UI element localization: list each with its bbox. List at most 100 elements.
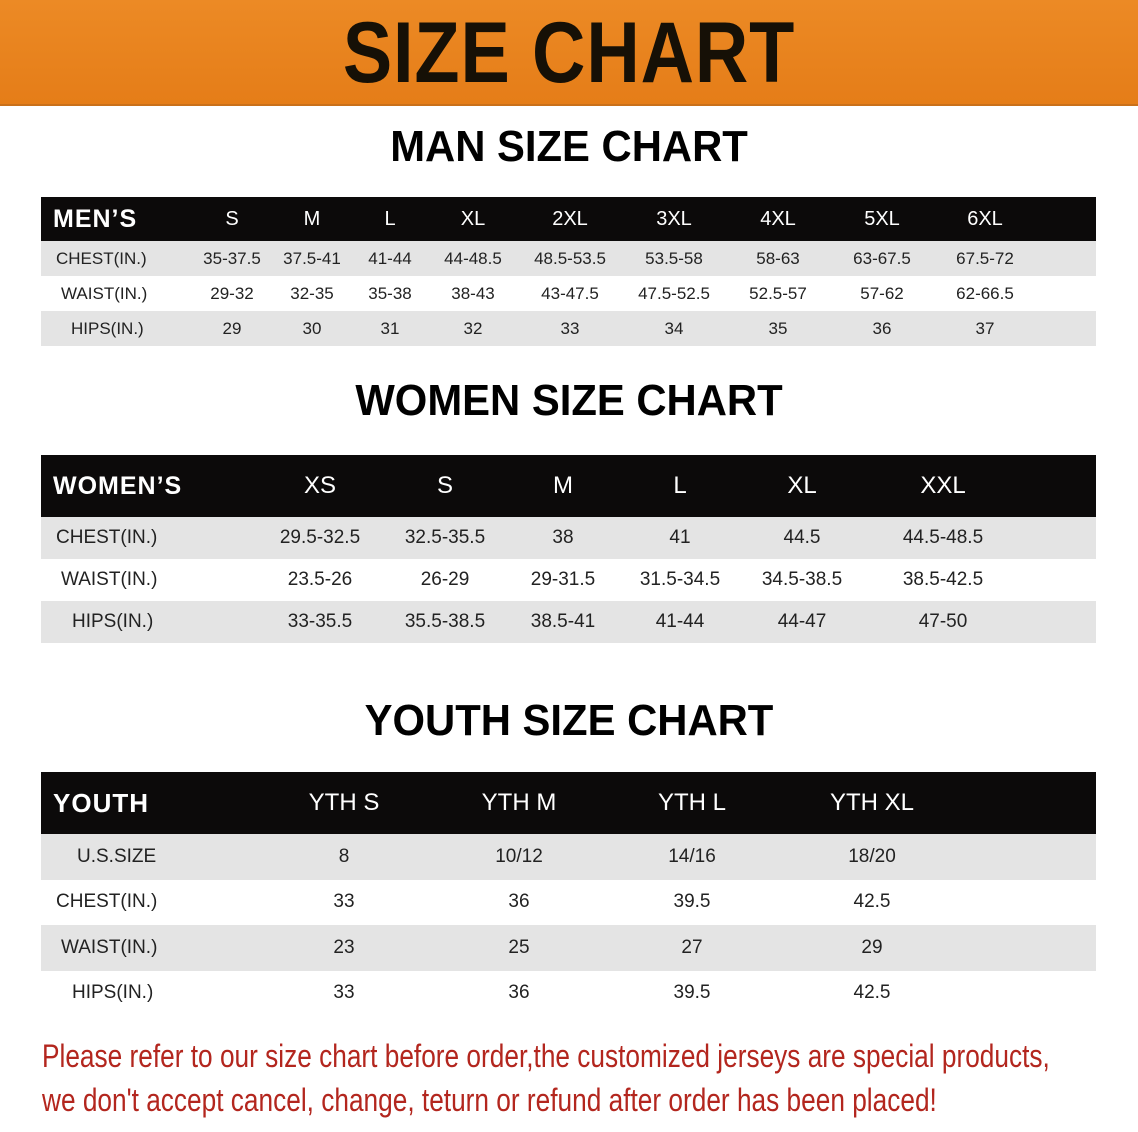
youth-section-title: YOUTH SIZE CHART — [364, 696, 774, 745]
table-row: WAIST(IN.) 23.5-26 26-29 29-31.5 31.5-34.5 34… — [41, 559, 1096, 601]
table-cell: 52.5-57 — [749, 283, 807, 303]
youth-size-table: YOUTH YTH S YTH M YTH L YTH XL U.S.SIZE 8 10/12… — [41, 772, 1096, 1016]
table-cell: 18/20 — [848, 845, 896, 867]
table-row: HIPS(IN.) 29 30 31 32 33 34 35 36 37 — [41, 311, 1096, 346]
table-cell: 31 — [380, 318, 400, 338]
row-label: CHEST(IN.) — [56, 891, 158, 913]
table-cell: 32-35 — [290, 283, 334, 303]
size-header-3xl: 3XL — [656, 207, 692, 230]
row-label: CHEST(IN.) — [56, 527, 158, 548]
table-row: U.S.SIZE 8 10/12 14/16 18/20 — [41, 834, 1096, 880]
table-cell: 36 — [508, 982, 530, 1004]
table-cell: 42.5 — [853, 891, 891, 913]
table-cell: 10/12 — [495, 845, 543, 867]
men-section-title: MAN SIZE CHART — [390, 122, 748, 171]
men-size-table: MEN’S S M L XL 2XL 3XL 4XL 5XL 6XL CHEST(IN.) 35-37… — [41, 197, 1096, 346]
table-cell: 38 — [552, 527, 574, 548]
size-header-6xl: 6XL — [967, 207, 1003, 230]
table-cell: 35.5-38.5 — [404, 611, 486, 632]
table-cell: 42.5 — [853, 982, 891, 1004]
size-header-xl: XL — [460, 207, 486, 230]
table-cell: 35 — [768, 318, 788, 338]
row-label: HIPS(IN.) — [72, 982, 154, 1004]
row-label: WAIST(IN.) — [61, 283, 148, 303]
table-row: CHEST(IN.) 29.5-32.5 32.5-35.5 38 41 44.5 44.5… — [41, 517, 1096, 559]
table-row: CHEST(IN.) 33 36 39.5 42.5 — [41, 880, 1096, 926]
note-line-1: Please refer to our size chart before or… — [42, 1038, 1050, 1074]
table-cell: 34.5-38.5 — [761, 569, 843, 590]
table-cell: 26-29 — [420, 569, 470, 590]
size-header-5xl: 5XL — [864, 207, 900, 230]
table-cell: 37.5-41 — [283, 248, 341, 268]
table-cell: 62-66.5 — [956, 283, 1014, 303]
table-cell: 8 — [338, 845, 350, 867]
size-header-2xl: 2XL — [552, 207, 588, 230]
table-row: CHEST(IN.) 35-37.5 37.5-41 41-44 44-48.5 48.5… — [41, 241, 1096, 276]
table-cell: 43-47.5 — [541, 283, 599, 303]
row-label: CHEST(IN.) — [56, 248, 147, 268]
size-header-m: M — [553, 472, 573, 499]
table-cell: 38-43 — [451, 283, 495, 303]
table-cell: 44-48.5 — [444, 248, 502, 268]
row-label: WAIST(IN.) — [61, 569, 158, 590]
banner-title: SIZE CHART — [342, 5, 796, 101]
table-cell: 44.5 — [783, 527, 821, 548]
table-cell: 27 — [681, 936, 703, 958]
size-header-4xl: 4XL — [760, 207, 796, 230]
table-row: WAIST(IN.) 23 25 27 29 — [41, 925, 1096, 971]
men-header-label: MEN’S — [53, 204, 138, 233]
table-cell: 35-38 — [368, 283, 412, 303]
size-header-xxl: XXL — [920, 472, 966, 499]
table-cell: 63-67.5 — [853, 248, 911, 268]
table-cell: 32.5-35.5 — [404, 527, 486, 548]
row-label: U.S.SIZE — [77, 845, 157, 867]
table-cell: 47-50 — [918, 611, 968, 632]
table-cell: 41 — [669, 527, 691, 548]
table-cell: 29-31.5 — [530, 569, 596, 590]
table-cell: 29 — [222, 318, 242, 338]
table-cell: 57-62 — [860, 283, 904, 303]
table-cell: 44.5-48.5 — [902, 527, 984, 548]
size-header-s: S — [436, 472, 453, 499]
table-cell: 47.5-52.5 — [638, 283, 710, 303]
table-cell: 31.5-34.5 — [639, 569, 721, 590]
table-row: WAIST(IN.) 29-32 32-35 35-38 38-43 43-47.5 47.… — [41, 276, 1096, 311]
women-section-title: WOMEN SIZE CHART — [355, 376, 783, 425]
table-cell: 33 — [333, 982, 355, 1004]
size-header-yth-l: YTH L — [657, 789, 726, 816]
table-cell: 35-37.5 — [203, 248, 261, 268]
table-cell: 23 — [333, 936, 355, 958]
row-label: WAIST(IN.) — [61, 936, 158, 958]
table-cell: 29 — [861, 936, 883, 958]
note-line-2: we don't accept cancel, change, teturn o… — [42, 1082, 937, 1118]
table-cell: 39.5 — [673, 982, 711, 1004]
row-label: HIPS(IN.) — [71, 318, 144, 338]
size-header-yth-m: YTH M — [481, 789, 557, 816]
table-cell: 36 — [508, 891, 530, 913]
row-label: HIPS(IN.) — [72, 611, 154, 632]
size-header-l: L — [384, 207, 396, 230]
men-header-row: MEN’S S M L XL 2XL 3XL 4XL 5XL 6XL — [41, 197, 1096, 241]
table-cell: 30 — [302, 318, 322, 338]
size-header-s: S — [225, 207, 239, 230]
size-header-yth-s: YTH S — [308, 789, 380, 816]
table-cell: 44-47 — [777, 611, 827, 632]
table-cell: 67.5-72 — [956, 248, 1014, 268]
youth-header-row: YOUTH YTH S YTH M YTH L YTH XL — [41, 772, 1096, 834]
table-cell: 58-63 — [756, 248, 800, 268]
table-cell: 36 — [872, 318, 892, 338]
youth-header-label: YOUTH — [53, 787, 149, 818]
table-cell: 33-35.5 — [287, 611, 353, 632]
table-cell: 41-44 — [368, 248, 412, 268]
table-cell: 41-44 — [655, 611, 705, 632]
size-header-xs: XS — [303, 472, 336, 499]
table-cell: 34 — [664, 318, 684, 338]
table-cell: 29-32 — [210, 283, 254, 303]
size-header-m: M — [303, 207, 321, 230]
table-cell: 33 — [333, 891, 355, 913]
size-header-yth-xl: YTH XL — [829, 789, 915, 816]
women-size-table: WOMEN’S XS S M L XL XXL CHEST(IN.) 29.5-32.5 32.5… — [41, 455, 1096, 643]
women-header-row: WOMEN’S XS S M L XL XXL — [41, 455, 1096, 517]
banner: SIZE CHART — [0, 0, 1138, 106]
table-cell: 38.5-41 — [530, 611, 596, 632]
